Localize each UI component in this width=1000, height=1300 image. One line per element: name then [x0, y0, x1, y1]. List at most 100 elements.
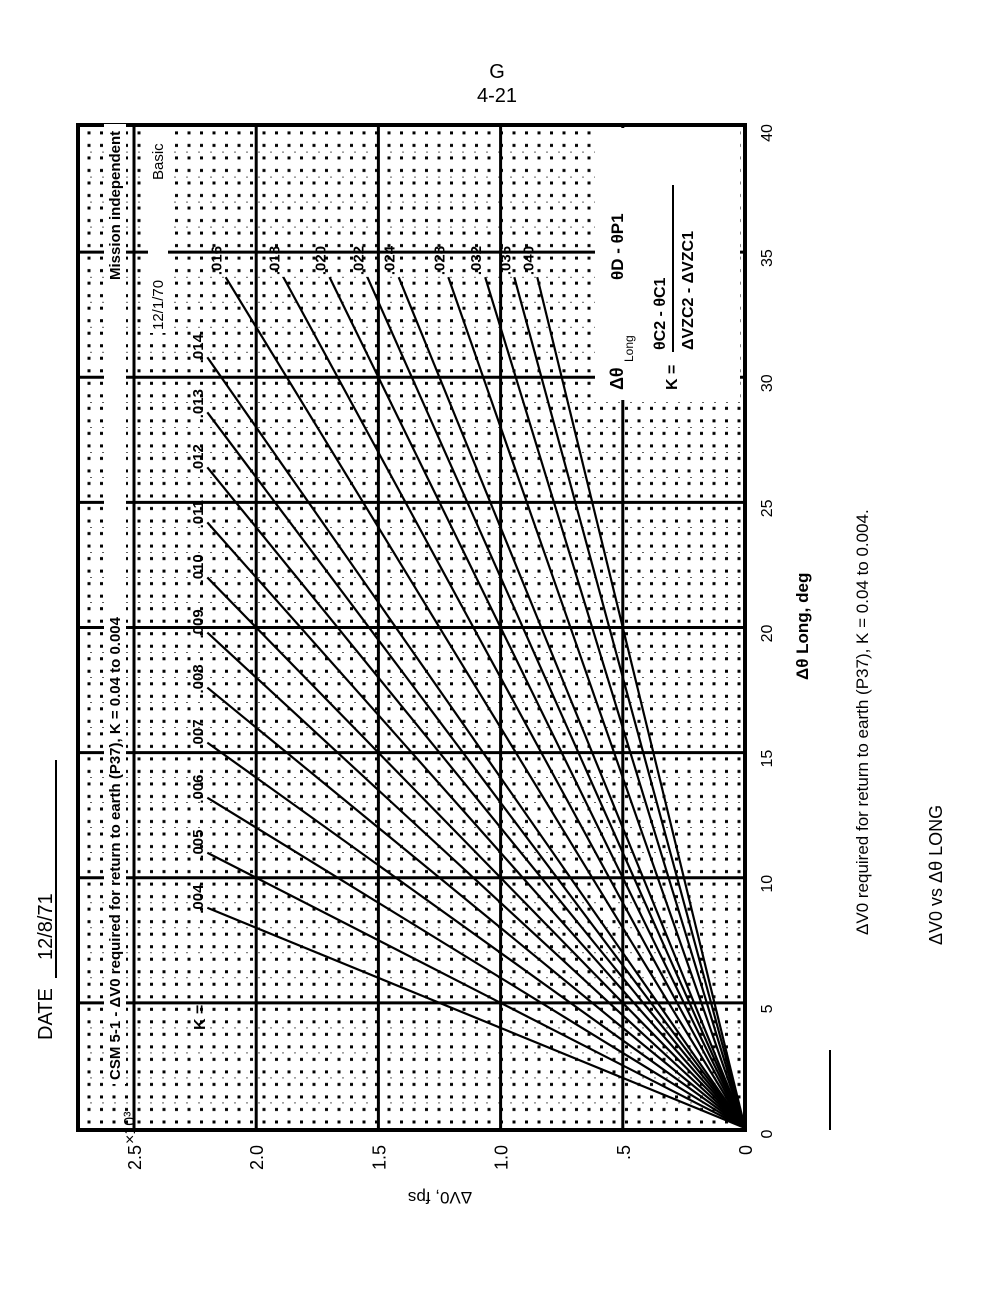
svg-text:ΔV0, fps: ΔV0, fps [408, 1188, 472, 1207]
k-label-text: .036 [497, 246, 514, 275]
k-label: .006 [190, 774, 207, 803]
k-label: .010 [190, 554, 207, 583]
k-label-text: .007 [190, 719, 207, 748]
k-line-009 [206, 631, 746, 1129]
y-tick-label: 2.0 [247, 1145, 267, 1170]
k-line-010 [206, 576, 746, 1129]
k-label: .018 [266, 246, 283, 275]
formula-theta-diff: θD - θP1 [608, 213, 627, 280]
k-label-text: .011 [190, 500, 207, 528]
y-tick-label: 0 [736, 1145, 756, 1155]
k-label-text: .022 [350, 246, 367, 275]
k-label: .024 [382, 245, 399, 275]
k-label: .032 [468, 246, 485, 275]
k-line-006 [206, 796, 746, 1129]
k-line-008 [206, 686, 746, 1129]
k-label-text: .004 [190, 884, 207, 914]
k-line-004 [206, 906, 746, 1130]
k-label: .022 [350, 246, 367, 275]
revision-block: 12/1/70 Basic [148, 128, 168, 333]
k-label-text: .024 [382, 245, 399, 275]
x-tick-text: 10 [759, 875, 776, 893]
k-label: .004 [190, 884, 207, 914]
k-label: .028 [431, 246, 448, 275]
y-multiplier: ×10³ [122, 1111, 139, 1144]
x-tick-label: 40 [759, 124, 776, 142]
x-tick-label: 25 [759, 499, 776, 517]
svg-text:ΔV0 required for return to ear: ΔV0 required for return to earth (P37), … [853, 509, 872, 935]
k-label-text: .032 [468, 246, 485, 275]
k-label-text: .012 [190, 444, 207, 473]
status-label: Basic [150, 143, 167, 180]
chart-note: Mission independent [107, 131, 124, 280]
k-line-005 [206, 851, 746, 1129]
k-label: .005 [190, 830, 207, 859]
k-line-036 [513, 276, 747, 1129]
y-tick-text: 2.5 [125, 1145, 145, 1170]
k-line-020 [328, 276, 746, 1129]
k-label-text: .005 [190, 830, 207, 859]
k-line-011 [206, 521, 746, 1129]
k-label: .020 [313, 246, 330, 275]
k-line-032 [484, 276, 747, 1129]
k-label-text: .018 [266, 246, 283, 275]
k-label-text: .010 [190, 554, 207, 583]
x-tick-label: 35 [759, 249, 776, 267]
k-label-text: .028 [431, 246, 448, 275]
formula-k: K = [664, 365, 681, 390]
y-tick-text: 0 [736, 1145, 756, 1155]
formula-delta-theta: Δθ [607, 367, 627, 390]
page-number: 4-21 [477, 85, 517, 107]
x-axis-label: Δθ Long, deg [793, 573, 812, 680]
k-label-text: .009 [190, 609, 207, 638]
k-line-013 [206, 411, 746, 1129]
k-line-018 [282, 276, 746, 1129]
k-label-text: .016 [209, 246, 226, 275]
date-block: DATE 12/8/71 [35, 760, 57, 1040]
k-labels: .004 .005 .006 .007 .008 .009 .010 .011 .012 .013… [190, 245, 537, 913]
k-label: .036 [497, 246, 514, 275]
formula-denominator: ΔVZC2 - ΔVZC1 [680, 231, 697, 350]
k-label: .012 [190, 444, 207, 473]
k-label: .009 [190, 609, 207, 638]
k-label: .011 [190, 500, 207, 528]
k-line-007 [206, 741, 746, 1129]
k-label: .013 [190, 389, 207, 418]
y-tick-text: 1.0 [492, 1145, 512, 1170]
y-tick-text: 2.0 [247, 1145, 267, 1170]
k-label: .014 [190, 333, 207, 363]
x-tick-label: 20 [759, 625, 776, 643]
k-line-024 [397, 276, 747, 1129]
y-tick-label: 1.5 [369, 1145, 389, 1170]
k-label-text: .013 [190, 389, 207, 418]
formula-long-sub: Long [622, 335, 636, 362]
svg-text:ΔV0 vs Δθ LONG: ΔV0 vs Δθ LONG [926, 805, 946, 945]
x-tick-label: 5 [759, 1004, 776, 1013]
axis-ticks: 0 5 10 15 20 25 30 35 40 0 .5 1.0 1.5 2.0 2.5×10³ [122, 124, 776, 1170]
k-prefix: K = [192, 1005, 209, 1030]
svg-text:Δθ Long, deg: Δθ Long, deg [793, 573, 812, 680]
k-line-016 [224, 276, 746, 1129]
x-tick-label: 10 [759, 875, 776, 893]
x-tick-text: 35 [759, 249, 776, 267]
y-axis-label: ΔV0, fps [408, 1188, 472, 1207]
k-line-022 [366, 276, 747, 1129]
k-line-014 [206, 356, 746, 1129]
x-tick-label: 0 [759, 1129, 776, 1138]
k-label-text: .020 [313, 246, 330, 275]
y-tick-label: 2.5×10³ [122, 1111, 145, 1170]
formula-box: Δθ Long θD - θP1 K = θC2 - θC1 ΔVZC2 - Δ… [595, 128, 740, 400]
x-tick-text: 0 [759, 1129, 776, 1138]
k-label-text: .008 [190, 664, 207, 693]
k-label: .007 [190, 719, 207, 748]
k-label-text: .040 [520, 246, 537, 275]
x-tick-text: 15 [759, 750, 776, 768]
y-tick-text: 1.5 [369, 1145, 389, 1170]
k-label-text: .006 [190, 774, 207, 803]
k-label: .040 [520, 246, 537, 275]
revision-date: 12/1/70 [150, 280, 167, 330]
k-line-012 [206, 466, 746, 1129]
k-line-040 [536, 276, 747, 1129]
chart-title-block: CSM 5-1 - ΔV0 required for return to ear… [104, 124, 126, 1084]
x-tick-text: 40 [759, 124, 776, 142]
